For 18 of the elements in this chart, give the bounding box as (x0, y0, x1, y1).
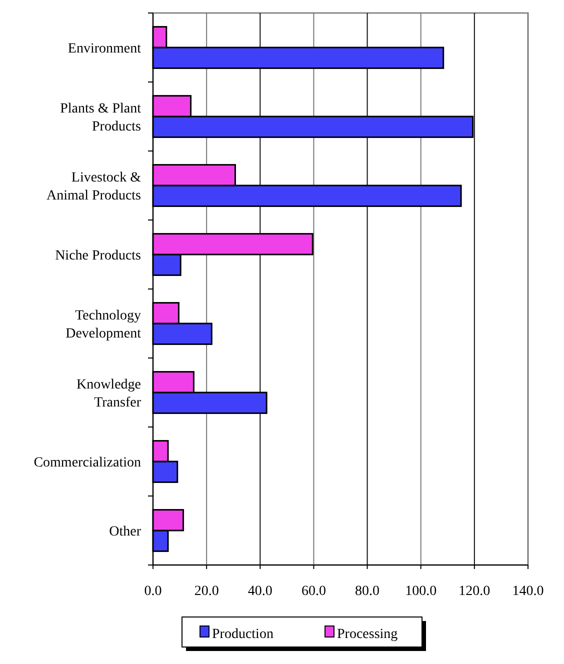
y-tick-label: Knowledge Transfer (76, 378, 142, 410)
x-tick-label: 20.0 (194, 584, 219, 599)
y-tick-label: Plants & Plant Products (60, 102, 142, 134)
x-tick-label: 120.0 (458, 584, 490, 599)
x-tick-label: 0.0 (144, 584, 162, 599)
y-tick-label: Technology Development (66, 308, 142, 342)
y-tick-label: Commercialization (34, 456, 141, 470)
legend-label: Production (212, 627, 274, 642)
legend-label: Processing (337, 627, 398, 642)
x-tick-label: 140.0 (512, 584, 544, 599)
y-tick-label: Environment (68, 42, 142, 56)
y-tick-label: Niche Products (55, 248, 141, 264)
x-tick-label: 60.0 (301, 584, 326, 599)
x-tick-label: 80.0 (355, 584, 380, 599)
y-tick-label: Other (109, 524, 142, 540)
x-tick-label: 40.0 (248, 584, 272, 599)
y-tick-label: Livestock & Animal Products (46, 170, 142, 204)
x-tick-label: 100.0 (405, 584, 437, 599)
